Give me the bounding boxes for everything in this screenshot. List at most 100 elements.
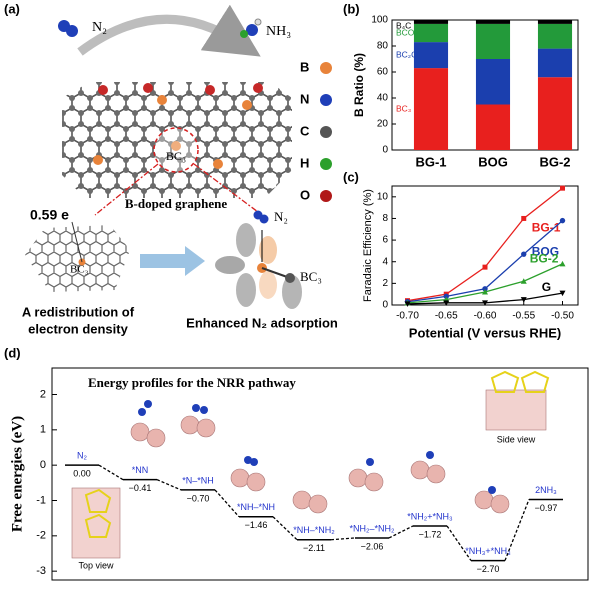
- legend-label: C: [300, 123, 310, 138]
- value-label: −2.11: [303, 543, 325, 553]
- cluster-label: BC₃: [70, 264, 89, 276]
- x-tick-label: -0.70: [396, 311, 419, 322]
- connector: [504, 499, 530, 561]
- legend-label: B: [300, 59, 309, 74]
- material-label: B-doped graphene: [125, 196, 227, 211]
- boron-ring: [84, 488, 112, 513]
- legend-label: N: [300, 91, 309, 106]
- series-label: BOG: [532, 244, 559, 258]
- x-tick-label: -0.50: [551, 311, 574, 322]
- y-tick-label: 8: [382, 213, 388, 224]
- y-tick-label: 0: [40, 459, 46, 471]
- callout-line: [94, 163, 159, 216]
- y-tick-label: 80: [377, 41, 389, 52]
- orbital: [236, 273, 256, 307]
- marker: [443, 300, 450, 306]
- reaction-arrow: [77, 4, 261, 57]
- oxygen: [205, 85, 215, 95]
- state-label: *NH₃+*NH₃: [465, 546, 511, 556]
- orbital: [236, 223, 256, 257]
- marker: [560, 185, 565, 191]
- plot-frame: [51, 367, 589, 581]
- marker: [482, 286, 488, 292]
- marker: [559, 260, 566, 267]
- bar-segment: [537, 77, 573, 150]
- connector: [214, 489, 240, 518]
- pointer: [71, 221, 83, 263]
- caption: A redistribution of: [22, 304, 135, 319]
- bar-segment: [413, 20, 449, 24]
- y-tick-label: 0: [382, 145, 388, 156]
- series-label: B₄C: [396, 20, 411, 30]
- state-label: *NH₂+*NH₃: [407, 511, 453, 521]
- oxygen: [253, 83, 263, 93]
- y-tick-label: -2: [36, 530, 46, 542]
- caption: Enhanced N₂ adsorption: [186, 315, 338, 330]
- value-label: −0.41: [129, 483, 152, 493]
- y-tick-label: 100: [371, 15, 388, 26]
- callout-line: [193, 163, 263, 216]
- y-tick-label: 0: [382, 300, 388, 311]
- y-axis-label: Faradaic Efficiency (%): [362, 189, 374, 302]
- value-label: −0.97: [535, 503, 558, 513]
- adsorbate-label: N₂: [274, 209, 288, 224]
- boron: [171, 141, 181, 151]
- bar-segment: [475, 104, 511, 150]
- state-label: *NH–*NH₂: [293, 525, 335, 535]
- connector: [98, 464, 124, 481]
- y-tick-label: 40: [377, 93, 389, 104]
- series-label: BCO₂: [396, 27, 418, 37]
- atom: [246, 24, 258, 36]
- site-circle: [153, 127, 199, 173]
- y-axis-label: Free energies (eV): [9, 416, 25, 532]
- legend-atom: [320, 190, 332, 202]
- boron: [242, 100, 252, 110]
- x-tick-label: BG-1: [415, 154, 446, 169]
- state-label: *NH–*NH: [237, 502, 275, 512]
- connector: [388, 525, 414, 539]
- y-tick-label: 6: [382, 235, 388, 246]
- legend-atom: [320, 126, 332, 138]
- boron: [157, 95, 167, 105]
- marker: [482, 264, 488, 270]
- value-label: 0.00: [73, 469, 91, 479]
- atom: [285, 273, 295, 283]
- panel-label: (d): [4, 345, 21, 360]
- series-label: BG-2: [530, 251, 559, 265]
- atom: [259, 214, 269, 224]
- atom-legend: B N C H O: [300, 59, 332, 202]
- site-label: BC₃: [166, 149, 186, 163]
- state-label: *NN: [132, 465, 149, 475]
- series-label: BC₂O: [396, 49, 418, 59]
- reactant-label: N₂: [92, 20, 107, 35]
- legend-atom: [320, 158, 332, 170]
- y-tick-label: 20: [377, 119, 389, 130]
- panel-label: (b): [343, 1, 360, 16]
- y-tick-label: -3: [36, 565, 46, 577]
- charge-label: 0.59 e: [30, 207, 69, 223]
- connector: [446, 525, 472, 561]
- y-tick-label: 2: [382, 278, 388, 289]
- chart-title: Energy profiles for the NRR pathway: [88, 375, 296, 390]
- state-label: 2NH₃: [535, 485, 557, 495]
- series-label: G: [542, 280, 551, 294]
- marker: [404, 301, 411, 307]
- marker: [559, 290, 566, 297]
- value-label: −2.70: [477, 564, 500, 574]
- state-label: *NH₂–*NH₂: [350, 523, 396, 533]
- connector: [272, 516, 298, 541]
- product-label: NH₃: [266, 24, 291, 39]
- marker: [559, 217, 566, 224]
- annotation: Side view: [497, 434, 536, 444]
- marker: [482, 300, 488, 306]
- x-tick-label: BOG: [478, 154, 508, 169]
- marker: [520, 297, 527, 303]
- cluster: [25, 225, 130, 292]
- atom: [66, 25, 78, 37]
- marker: [521, 251, 527, 257]
- oxygen: [143, 83, 153, 93]
- orbital: [215, 256, 245, 274]
- y-tick-label: 1: [40, 424, 46, 436]
- state-label: N₂: [77, 451, 87, 461]
- y-tick-label: 60: [377, 67, 389, 78]
